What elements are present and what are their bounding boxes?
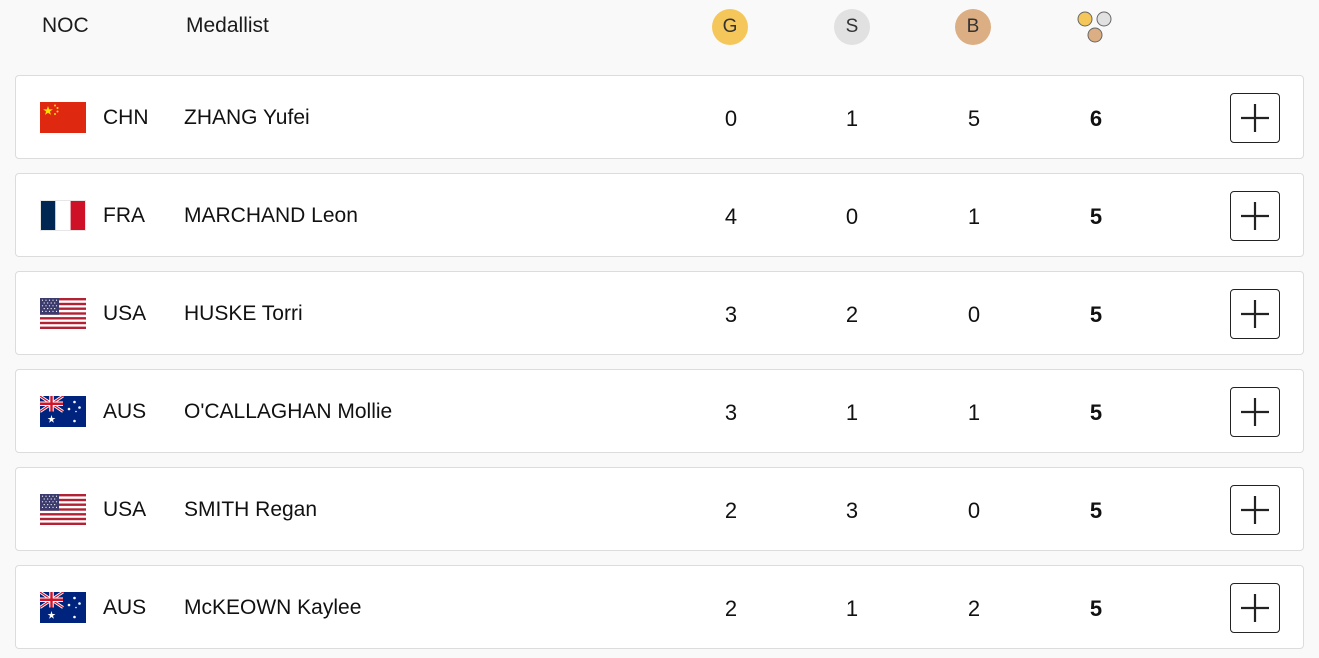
noc-code: CHN bbox=[103, 106, 149, 129]
medallist-column-header: Medallist bbox=[186, 14, 269, 37]
bronze-count: 0 bbox=[967, 498, 981, 523]
bronze-count: 5 bbox=[967, 106, 981, 131]
bronze-medal-header: B bbox=[955, 9, 991, 45]
table-row: FRA MARCHAND Leon 4 0 1 5 bbox=[15, 173, 1304, 257]
medallist-name: HUSKE Torri bbox=[184, 302, 303, 325]
total-count: 5 bbox=[1089, 596, 1103, 621]
table-row: USA HUSKE Torri 3 2 0 5 bbox=[15, 271, 1304, 355]
medallist-name: O'CALLAGHAN Mollie bbox=[184, 400, 393, 423]
noc-code: FRA bbox=[103, 204, 145, 227]
bronze-count: 1 bbox=[967, 204, 981, 229]
gold-medal-header: G bbox=[712, 9, 748, 45]
bronze-count: 2 bbox=[967, 596, 981, 621]
expand-row-button[interactable] bbox=[1230, 191, 1280, 241]
total-count: 5 bbox=[1089, 204, 1103, 229]
silver-count: 1 bbox=[845, 596, 859, 621]
expand-row-button[interactable] bbox=[1230, 485, 1280, 535]
table-header: NOC Medallist G S B bbox=[0, 0, 1319, 54]
medallist-name: MARCHAND Leon bbox=[184, 204, 358, 227]
plus-icon bbox=[1241, 594, 1269, 622]
china-flag-icon bbox=[40, 102, 86, 133]
medallist-name: SMITH Regan bbox=[184, 498, 318, 521]
table-row: AUS McKEOWN Kaylee 2 1 2 5 bbox=[15, 565, 1304, 649]
australia-flag-icon bbox=[40, 592, 86, 623]
gold-count: 3 bbox=[724, 400, 738, 425]
bronze-count: 0 bbox=[967, 302, 981, 327]
gold-count: 2 bbox=[724, 498, 738, 523]
plus-icon bbox=[1241, 496, 1269, 524]
noc-code: USA bbox=[103, 498, 147, 521]
plus-icon bbox=[1241, 202, 1269, 230]
australia-flag-icon bbox=[40, 396, 86, 427]
silver-count: 3 bbox=[845, 498, 859, 523]
usa-flag-icon bbox=[40, 298, 86, 329]
total-count: 5 bbox=[1089, 498, 1103, 523]
medals-total-icon bbox=[1076, 10, 1116, 44]
medallist-name: ZHANG Yufei bbox=[184, 106, 310, 129]
total-count: 5 bbox=[1089, 302, 1103, 327]
gold-count: 0 bbox=[724, 106, 738, 131]
plus-icon bbox=[1241, 398, 1269, 426]
noc-code: AUS bbox=[103, 400, 147, 423]
france-flag-icon bbox=[40, 200, 86, 231]
noc-column-header: NOC bbox=[42, 14, 89, 37]
plus-icon bbox=[1241, 300, 1269, 328]
gold-count: 3 bbox=[724, 302, 738, 327]
silver-count: 1 bbox=[845, 400, 859, 425]
silver-medal-header: S bbox=[834, 9, 870, 45]
noc-code: AUS bbox=[103, 596, 147, 619]
noc-code: USA bbox=[103, 302, 147, 325]
table-row: USA SMITH Regan 2 3 0 5 bbox=[15, 467, 1304, 551]
gold-count: 2 bbox=[724, 596, 738, 621]
expand-row-button[interactable] bbox=[1230, 583, 1280, 633]
usa-flag-icon bbox=[40, 494, 86, 525]
gold-count: 4 bbox=[724, 204, 738, 229]
total-count: 6 bbox=[1089, 106, 1103, 131]
table-row: AUS O'CALLAGHAN Mollie 3 1 1 5 bbox=[15, 369, 1304, 453]
expand-row-button[interactable] bbox=[1230, 93, 1280, 143]
bronze-count: 1 bbox=[967, 400, 981, 425]
silver-count: 2 bbox=[845, 302, 859, 327]
expand-row-button[interactable] bbox=[1230, 387, 1280, 437]
table-row: CHN ZHANG Yufei 0 1 5 6 bbox=[15, 75, 1304, 159]
expand-row-button[interactable] bbox=[1230, 289, 1280, 339]
silver-count: 1 bbox=[845, 106, 859, 131]
medallist-name: McKEOWN Kaylee bbox=[184, 596, 362, 619]
plus-icon bbox=[1241, 104, 1269, 132]
total-count: 5 bbox=[1089, 400, 1103, 425]
silver-count: 0 bbox=[845, 204, 859, 229]
